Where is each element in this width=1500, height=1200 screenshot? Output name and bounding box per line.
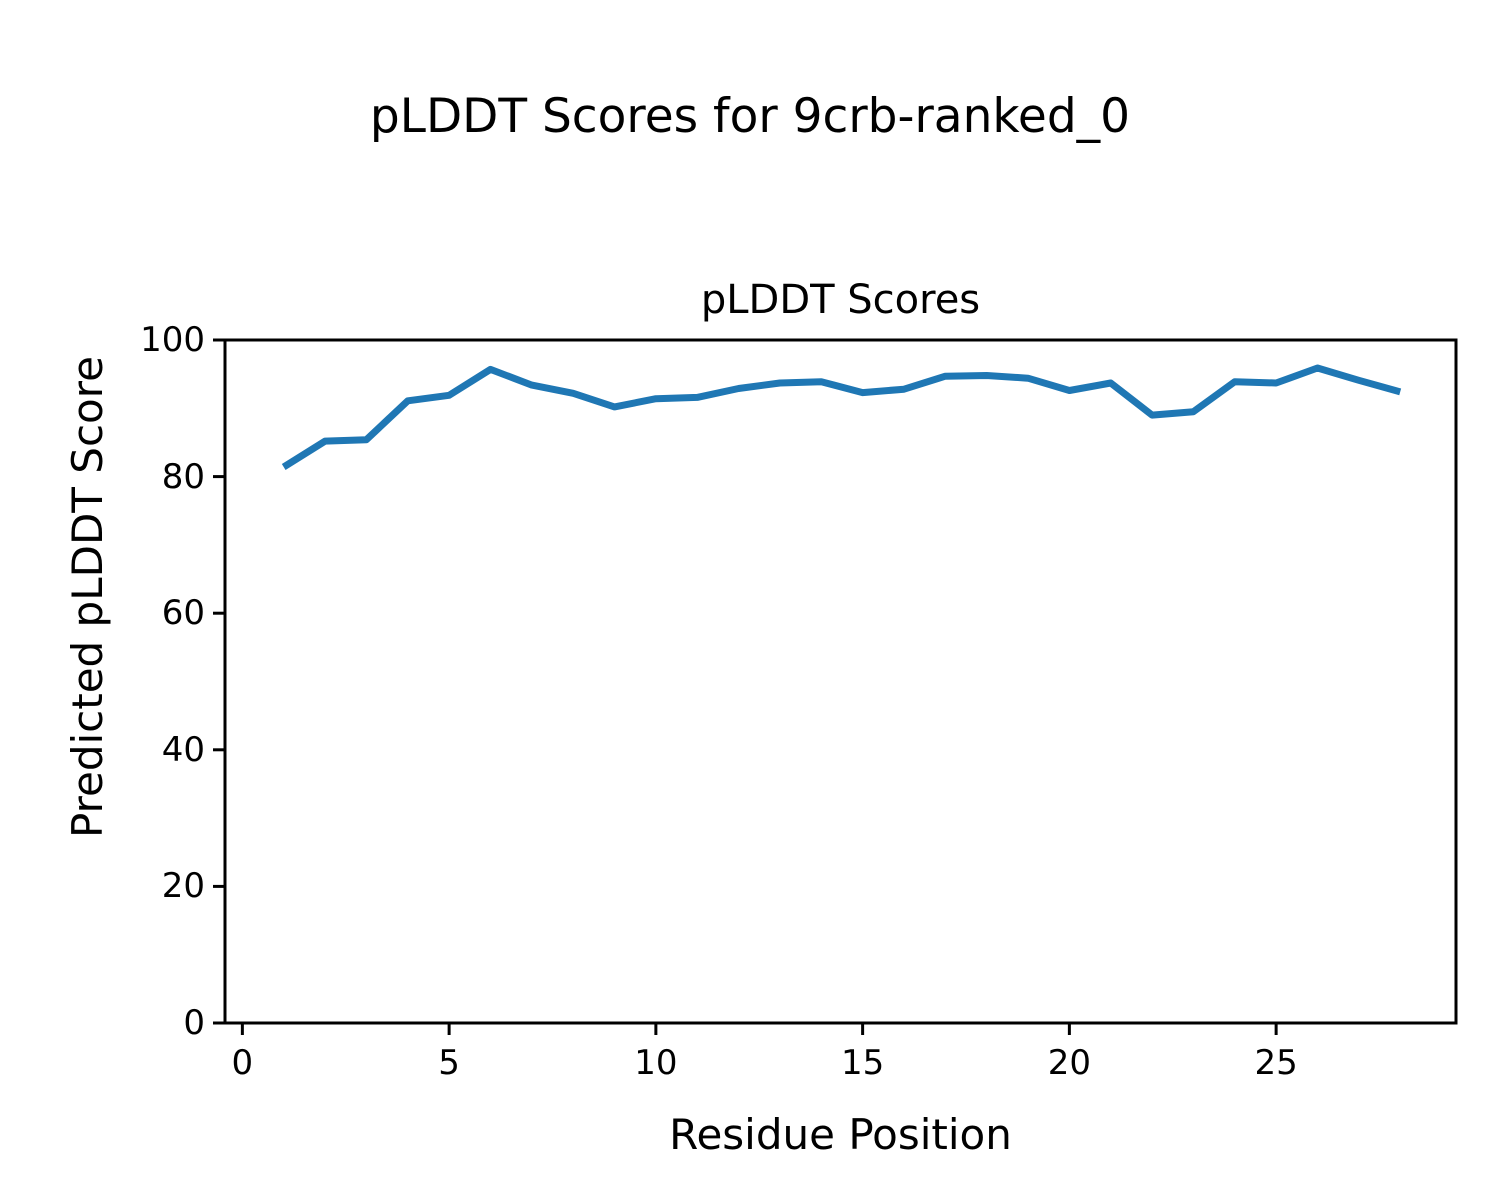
y-tick-label-2: 40 bbox=[161, 729, 205, 770]
x-tick-label-3: 15 bbox=[840, 1043, 885, 1083]
tick-marks bbox=[213, 338, 1278, 1035]
x-axis-label: Residue Position bbox=[669, 1110, 1012, 1159]
axes-frame bbox=[223, 338, 1458, 1025]
y-tick-label-1: 20 bbox=[161, 866, 205, 907]
figure-title: pLDDT Scores for 9crb-ranked_0 bbox=[369, 89, 1131, 144]
y-tick-label-5: 100 bbox=[140, 320, 205, 360]
x-tick-label-0: 0 bbox=[231, 1043, 254, 1083]
x-tick-label-5: 25 bbox=[1254, 1043, 1298, 1083]
x-tick-label-1: 5 bbox=[438, 1043, 460, 1083]
x-tick-label-2: 10 bbox=[634, 1043, 678, 1083]
y-tick-label-3: 60 bbox=[161, 593, 205, 634]
x-tick-label-4: 20 bbox=[1047, 1043, 1091, 1083]
plddt-line bbox=[281, 364, 1402, 470]
y-tick-label-4: 80 bbox=[161, 456, 205, 497]
y-tick-label-0: 0 bbox=[183, 1003, 205, 1043]
axes-title: pLDDT Scores bbox=[700, 277, 981, 323]
